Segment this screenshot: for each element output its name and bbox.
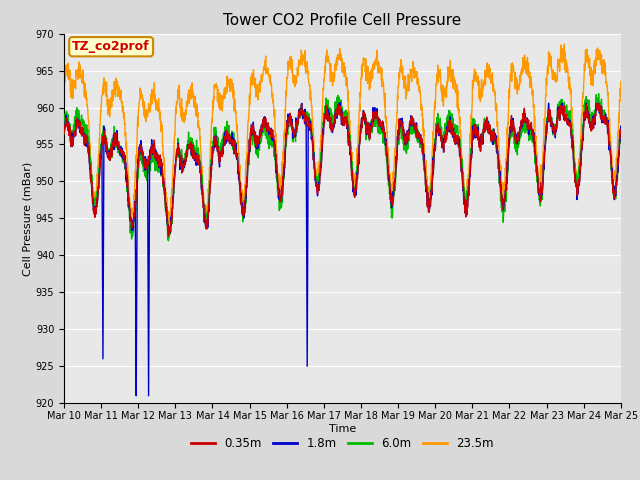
Text: TZ_co2prof: TZ_co2prof	[72, 40, 150, 53]
Title: Tower CO2 Profile Cell Pressure: Tower CO2 Profile Cell Pressure	[223, 13, 461, 28]
Legend: 0.35m, 1.8m, 6.0m, 23.5m: 0.35m, 1.8m, 6.0m, 23.5m	[186, 432, 499, 455]
X-axis label: Time: Time	[329, 424, 356, 433]
Y-axis label: Cell Pressure (mBar): Cell Pressure (mBar)	[23, 161, 33, 276]
